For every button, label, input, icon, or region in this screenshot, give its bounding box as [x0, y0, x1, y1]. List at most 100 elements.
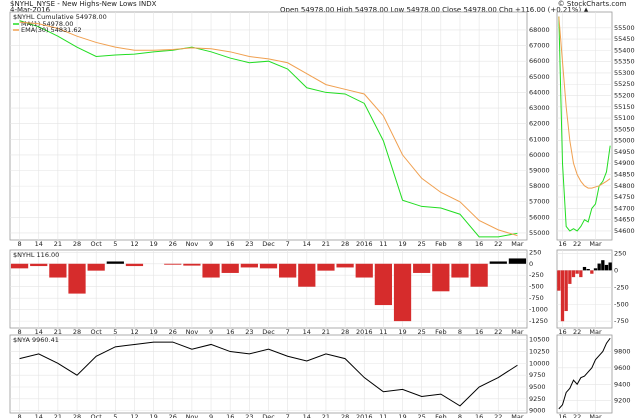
bar — [470, 263, 488, 287]
bar — [393, 263, 412, 322]
x-tick-label: 16 — [226, 240, 234, 248]
x-tick-label: 19 — [149, 240, 157, 248]
x-tick-label: 22 — [494, 240, 502, 248]
bar — [106, 261, 124, 264]
bar — [202, 263, 220, 278]
plot-area — [556, 11, 613, 241]
y-tick-label: 60000 — [529, 151, 550, 159]
y-tick-label: 0 — [614, 266, 618, 274]
x-tick-label: 21 — [322, 413, 330, 418]
x-tick-label: 19 — [398, 328, 406, 336]
bar — [568, 270, 572, 284]
y-tick-label: 64000 — [529, 88, 550, 96]
x-tick-label: 22 — [573, 240, 581, 248]
x-tick-label: 16 — [226, 413, 234, 418]
y-tick-label: -1000 — [529, 306, 548, 314]
x-tick-label: 19 — [149, 328, 157, 336]
legend-label: MA(1) 54978.00 — [21, 20, 73, 28]
y-tick-label: 9600 — [614, 364, 631, 372]
y-tick-label: 66000 — [529, 57, 550, 65]
bar — [317, 263, 335, 271]
y-tick-label: 62000 — [529, 120, 550, 128]
bar — [87, 263, 105, 271]
panel-label: $NYHL Cumulative 54978.00 — [13, 13, 107, 21]
x-tick-label: Feb — [435, 240, 447, 248]
bar — [575, 270, 579, 274]
x-tick-label: 11 — [379, 240, 387, 248]
line — [19, 341, 518, 407]
bar — [582, 266, 587, 271]
x-tick-label: Dec — [262, 328, 275, 336]
quote: Open 54978.00 High 54978.00 Low 54978.00… — [280, 6, 589, 14]
bar — [557, 270, 561, 291]
legend-label: EMA(30) 54831.62 — [21, 26, 82, 34]
x-tick-label: 12 — [130, 413, 138, 418]
x-tick-label: 14 — [303, 240, 311, 248]
x-tick-label: 19 — [398, 240, 406, 248]
x-tick-label: 14 — [35, 413, 43, 418]
y-tick-label: 0 — [529, 260, 533, 268]
x-tick-label: 8 — [458, 413, 462, 418]
bar — [374, 263, 393, 306]
bar — [571, 270, 576, 278]
line — [558, 16, 611, 189]
bar — [608, 262, 612, 271]
symbol: $NYHL_NYSE - New Highs-New Lows INDX — [10, 0, 157, 8]
bar — [432, 263, 450, 292]
bar — [604, 264, 609, 271]
y-tick-label: 10500 — [529, 336, 550, 344]
x-tick-label: Mar — [589, 413, 602, 418]
x-tick-label: 22 — [494, 413, 502, 418]
x-tick-label: 7 — [286, 328, 290, 336]
x-tick-label: 7 — [286, 240, 290, 248]
y-tick-label: 55050 — [614, 125, 635, 133]
y-tick-label: 55500 — [614, 24, 635, 32]
y-tick-label: 68000 — [529, 26, 550, 34]
x-tick-label: 14 — [35, 240, 43, 248]
x-tick-label: 12 — [130, 328, 138, 336]
x-tick-label: 2016 — [356, 240, 373, 248]
panel-label: $NYA 9960.41 — [13, 336, 59, 344]
x-tick-label: Mar — [511, 240, 524, 248]
bar — [279, 263, 297, 278]
bar — [451, 263, 469, 278]
x-tick-label: 25 — [418, 413, 426, 418]
x-tick-label: Feb — [435, 413, 447, 418]
x-tick-label: 2016 — [356, 413, 373, 418]
bar — [221, 263, 239, 273]
bar — [601, 260, 605, 271]
x-tick-label: Dec — [262, 413, 275, 418]
x-tick-label: 22 — [494, 328, 502, 336]
bar — [10, 263, 29, 269]
y-tick-label: 250 — [529, 248, 541, 256]
x-tick-label: 21 — [54, 240, 62, 248]
bar — [259, 263, 278, 269]
line — [558, 16, 611, 232]
y-tick-label: -500 — [529, 283, 544, 291]
line — [558, 337, 611, 410]
bar — [68, 263, 86, 294]
bar — [593, 268, 598, 271]
bar — [164, 263, 182, 265]
y-tick-label: 54800 — [614, 182, 635, 190]
x-tick-label: 16 — [226, 328, 234, 336]
x-tick-label: 8 — [458, 240, 462, 248]
x-tick-label: Nov — [186, 240, 199, 248]
y-tick-label: 250 — [614, 249, 626, 257]
x-tick-label: 2016 — [356, 328, 373, 336]
x-tick-label: 22 — [573, 328, 581, 336]
y-tick-label: -750 — [529, 294, 544, 302]
y-tick-label: 10250 — [529, 348, 550, 356]
x-tick-label: Mar — [589, 240, 602, 248]
bar — [590, 270, 594, 274]
y-tick-label: -1250 — [529, 317, 548, 325]
bar — [508, 258, 527, 264]
x-tick-label: 23 — [245, 413, 253, 418]
line — [19, 20, 518, 238]
x-tick-label: 14 — [303, 328, 311, 336]
y-tick-label: 55000 — [529, 229, 550, 237]
x-tick-label: 16 — [558, 328, 566, 336]
y-tick-label: 55100 — [614, 114, 635, 122]
y-tick-label: -250 — [614, 283, 629, 291]
y-tick-label: 55200 — [614, 92, 635, 100]
